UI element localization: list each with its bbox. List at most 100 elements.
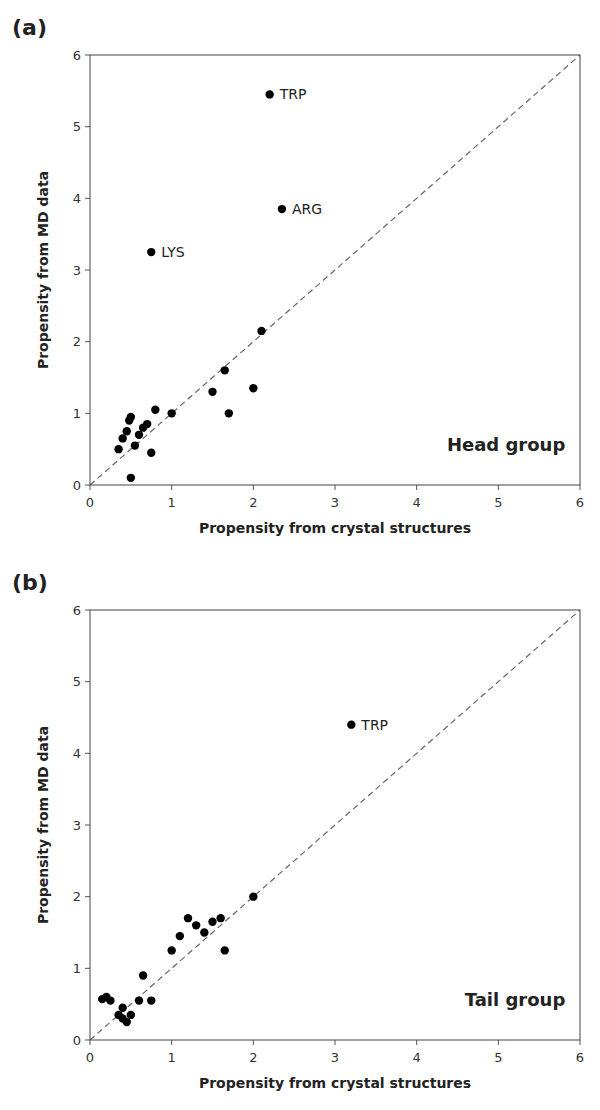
x-tick xyxy=(90,1040,91,1045)
y-tick xyxy=(85,681,90,682)
point xyxy=(167,946,175,954)
y-tick-label: 4 xyxy=(73,191,81,206)
point xyxy=(208,918,216,926)
x-tick xyxy=(580,1040,581,1045)
x-tick-label: 0 xyxy=(86,495,94,510)
x-tick xyxy=(171,485,172,490)
plot-area xyxy=(90,610,580,1040)
x-tick-label: 3 xyxy=(331,1050,339,1065)
plot-area xyxy=(90,55,580,485)
point xyxy=(131,441,139,449)
annotation: TRP xyxy=(279,86,307,102)
panel-title: (a) xyxy=(12,15,47,40)
y-tick xyxy=(85,126,90,127)
point xyxy=(123,427,131,435)
point xyxy=(257,327,265,335)
y-tick xyxy=(85,55,90,56)
y-tick-label: 5 xyxy=(73,674,81,689)
identity-line xyxy=(90,55,580,485)
x-tick-label: 2 xyxy=(249,495,257,510)
point xyxy=(167,409,175,417)
y-tick xyxy=(85,198,90,199)
point xyxy=(221,366,229,374)
x-tick-label: 1 xyxy=(168,495,176,510)
point xyxy=(147,449,155,457)
point xyxy=(118,1004,126,1012)
x-tick xyxy=(90,485,91,490)
point xyxy=(114,445,122,453)
point xyxy=(106,996,114,1004)
x-tick xyxy=(335,485,336,490)
y-tick-label: 3 xyxy=(73,818,81,833)
point xyxy=(184,914,192,922)
panel-title: (b) xyxy=(12,570,48,595)
point xyxy=(278,205,286,213)
y-tick-label: 0 xyxy=(73,1033,81,1048)
y-tick-label: 1 xyxy=(73,406,81,421)
point xyxy=(135,996,143,1004)
x-tick-label: 5 xyxy=(494,495,502,510)
annotation: LYS xyxy=(161,244,184,260)
x-tick xyxy=(253,1040,254,1045)
point xyxy=(208,388,216,396)
plot-frame xyxy=(90,610,580,1040)
point xyxy=(127,474,135,482)
y-tick-label: 6 xyxy=(73,48,81,63)
y-tick-label: 3 xyxy=(73,263,81,278)
point xyxy=(249,892,257,900)
group-label: Tail group xyxy=(465,989,566,1010)
point xyxy=(221,946,229,954)
x-axis-label: Propensity from crystal structures xyxy=(199,1075,471,1091)
y-tick xyxy=(85,270,90,271)
point xyxy=(200,928,208,936)
point xyxy=(123,1018,131,1026)
y-tick-label: 6 xyxy=(73,603,81,618)
y-tick xyxy=(85,413,90,414)
figure: (a) 0 1 2 3 4 5 6 0 1 2 3 4 5 6 Propensity from crystal… xyxy=(0,0,600,1110)
point xyxy=(265,90,273,98)
y-tick-label: 2 xyxy=(73,334,81,349)
x-tick-label: 6 xyxy=(576,1050,584,1065)
x-tick-label: 4 xyxy=(413,495,421,510)
point xyxy=(127,1011,135,1019)
x-tick-label: 3 xyxy=(331,495,339,510)
x-tick xyxy=(580,485,581,490)
y-tick xyxy=(85,1040,90,1041)
y-tick xyxy=(85,825,90,826)
y-axis-label: Propensity from MD data xyxy=(35,726,51,924)
x-tick-label: 4 xyxy=(413,1050,421,1065)
point xyxy=(151,406,159,414)
y-tick xyxy=(85,610,90,611)
point xyxy=(216,914,224,922)
point xyxy=(147,996,155,1004)
group-label: Head group xyxy=(447,434,566,455)
point xyxy=(127,413,135,421)
annotation: TRP xyxy=(360,717,388,733)
point xyxy=(143,420,151,428)
point xyxy=(147,248,155,256)
y-tick xyxy=(85,896,90,897)
point xyxy=(176,932,184,940)
x-tick xyxy=(498,1040,499,1045)
y-tick-label: 2 xyxy=(73,889,81,904)
y-tick xyxy=(85,968,90,969)
point xyxy=(347,720,355,728)
x-tick xyxy=(416,1040,417,1045)
y-tick-label: 1 xyxy=(73,961,81,976)
point xyxy=(135,431,143,439)
x-tick xyxy=(498,485,499,490)
y-tick-label: 4 xyxy=(73,746,81,761)
x-tick xyxy=(253,485,254,490)
x-tick-label: 6 xyxy=(576,495,584,510)
x-axis-label: Propensity from crystal structures xyxy=(199,520,471,536)
identity-line xyxy=(90,610,580,1040)
plot-frame xyxy=(90,55,580,485)
x-tick-label: 5 xyxy=(494,1050,502,1065)
y-tick xyxy=(85,485,90,486)
point xyxy=(118,434,126,442)
x-tick xyxy=(335,1040,336,1045)
x-tick xyxy=(171,1040,172,1045)
panel: (a)01234560123456Propensity from crystal… xyxy=(12,15,584,536)
x-tick-label: 0 xyxy=(86,1050,94,1065)
point xyxy=(139,971,147,979)
